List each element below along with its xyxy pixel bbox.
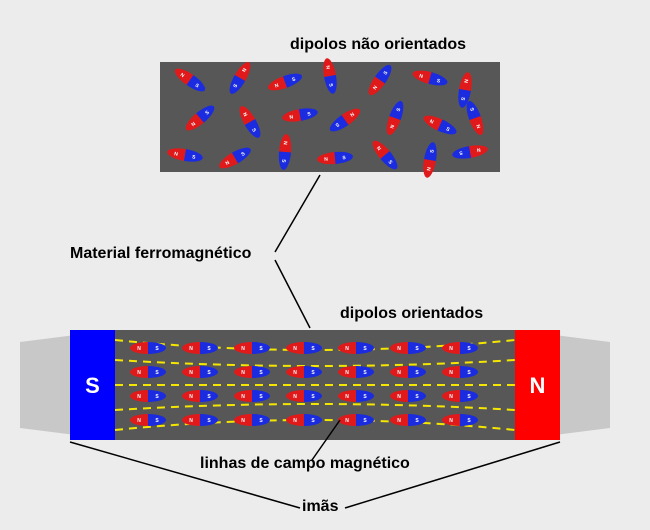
dipole-oriented: NS — [286, 342, 322, 354]
label-material: Material ferromagnético — [70, 245, 251, 263]
dipole-oriented: NS — [234, 390, 270, 402]
dipole-oriented: NS — [234, 366, 270, 378]
dipole-oriented: NS — [442, 414, 478, 426]
svg-text:N: N — [449, 394, 453, 400]
svg-text:N: N — [137, 394, 141, 400]
dipole-oriented: NS — [286, 414, 322, 426]
svg-text:N: N — [345, 370, 349, 376]
svg-text:N: N — [449, 370, 453, 376]
dipole-oriented: NS — [338, 366, 374, 378]
dipole-oriented: NS — [442, 366, 478, 378]
svg-text:N: N — [137, 346, 141, 352]
svg-text:N: N — [137, 370, 141, 376]
label-fieldlines: linhas de campo magnético — [200, 455, 410, 473]
dipole-oriented: NS — [286, 390, 322, 402]
svg-text:N: N — [293, 394, 297, 400]
svg-text:N: N — [137, 418, 141, 424]
dipole-oriented: NS — [442, 342, 478, 354]
dipole-oriented: NS — [130, 414, 166, 426]
label-magnets: imãs — [302, 498, 338, 516]
svg-text:N: N — [345, 346, 349, 352]
svg-text:N: N — [241, 346, 245, 352]
dipole-oriented: NS — [442, 390, 478, 402]
svg-text:N: N — [241, 370, 245, 376]
dipole-oriented: NS — [286, 366, 322, 378]
dipole-oriented: NS — [338, 342, 374, 354]
south-pole-label: S — [85, 373, 100, 398]
dipole-oriented: NS — [390, 366, 426, 378]
svg-text:N: N — [189, 346, 193, 352]
dipole-oriented: NS — [338, 414, 374, 426]
dipole-oriented: NS — [390, 414, 426, 426]
svg-text:N: N — [449, 418, 453, 424]
dipole-oriented: NS — [390, 390, 426, 402]
label-oriented: dipolos orientados — [340, 305, 483, 323]
diagram-svg: SNNSNSNSNSNSNSNSNSNSNSNSNSNSNSNSNSNSNSNS… — [0, 0, 650, 530]
dipole-oriented: NS — [130, 366, 166, 378]
svg-text:N: N — [397, 394, 401, 400]
dipole-oriented: NS — [182, 390, 218, 402]
dipole-oriented: NS — [182, 366, 218, 378]
svg-text:N: N — [241, 394, 245, 400]
svg-text:N: N — [241, 418, 245, 424]
dipole-oriented: NS — [130, 342, 166, 354]
svg-text:N: N — [345, 394, 349, 400]
svg-text:N: N — [293, 346, 297, 352]
dipole-oriented: NS — [234, 342, 270, 354]
svg-text:N: N — [293, 370, 297, 376]
svg-text:N: N — [397, 346, 401, 352]
dipole-oriented: NS — [234, 414, 270, 426]
dipole-oriented: NS — [338, 390, 374, 402]
north-pole-label: N — [530, 373, 546, 398]
svg-text:N: N — [345, 418, 349, 424]
dipole-oriented: NS — [130, 390, 166, 402]
svg-text:N: N — [189, 394, 193, 400]
dipole-oriented: NS — [182, 342, 218, 354]
svg-text:N: N — [189, 418, 193, 424]
svg-text:N: N — [189, 370, 193, 376]
svg-text:N: N — [397, 418, 401, 424]
diagram-canvas: SNNSNSNSNSNSNSNSNSNSNSNSNSNSNSNSNSNSNSNS… — [0, 0, 650, 530]
svg-text:N: N — [293, 418, 297, 424]
svg-text:N: N — [449, 346, 453, 352]
dipole-oriented: NS — [182, 414, 218, 426]
svg-text:N: N — [397, 370, 401, 376]
label-unoriented: dipolos não orientados — [290, 36, 466, 54]
dipole-oriented: NS — [390, 342, 426, 354]
